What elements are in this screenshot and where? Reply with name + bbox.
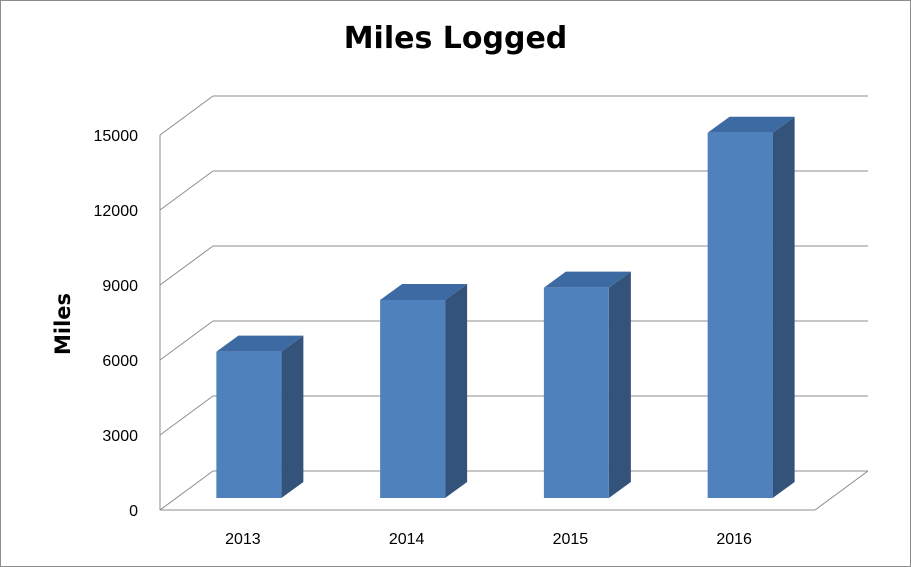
floor-edge (814, 470, 869, 511)
gridline-diagonal (159, 170, 214, 211)
bar-side (445, 283, 468, 498)
gridline-diagonal (159, 95, 214, 136)
y-tick-label: 15000 (94, 128, 139, 145)
y-tick-label: 3000 (102, 428, 138, 445)
bar-side (772, 116, 795, 498)
x-tick-label: 2014 (389, 531, 425, 548)
x-tick-labels: 2013 2014 2015 2016 (225, 531, 752, 548)
gridline-diagonal (159, 470, 214, 511)
bar-2015 (543, 271, 631, 498)
x-tick-label: 2013 (225, 531, 261, 548)
x-tick-label: 2016 (716, 531, 752, 548)
y-tick-label: 9000 (102, 278, 138, 295)
bar-front (707, 132, 773, 498)
bar-top (543, 271, 631, 288)
bar-2014 (380, 283, 468, 498)
gridline-diagonal (159, 320, 214, 361)
bar-side (608, 271, 631, 498)
gridline-diagonal (159, 245, 214, 286)
bar-2016 (707, 116, 795, 498)
y-tick-label: 0 (129, 503, 138, 520)
x-tick-label: 2015 (553, 531, 589, 548)
y-tick-label: 12000 (94, 203, 139, 220)
y-tick-labels: 0 3000 6000 9000 12000 15000 (94, 128, 139, 520)
bar-2013 (216, 335, 304, 498)
bar-top (216, 335, 304, 352)
y-tick-label: 6000 (102, 353, 138, 370)
bars (216, 116, 795, 498)
chart-title: Miles Logged (343, 21, 568, 56)
gridline-diagonal (159, 395, 214, 436)
bar-front (380, 299, 446, 498)
bar-front (543, 287, 609, 498)
bar-front (216, 351, 282, 498)
bar-top (707, 116, 795, 133)
bar-top (380, 283, 468, 300)
bar-side (281, 335, 304, 498)
